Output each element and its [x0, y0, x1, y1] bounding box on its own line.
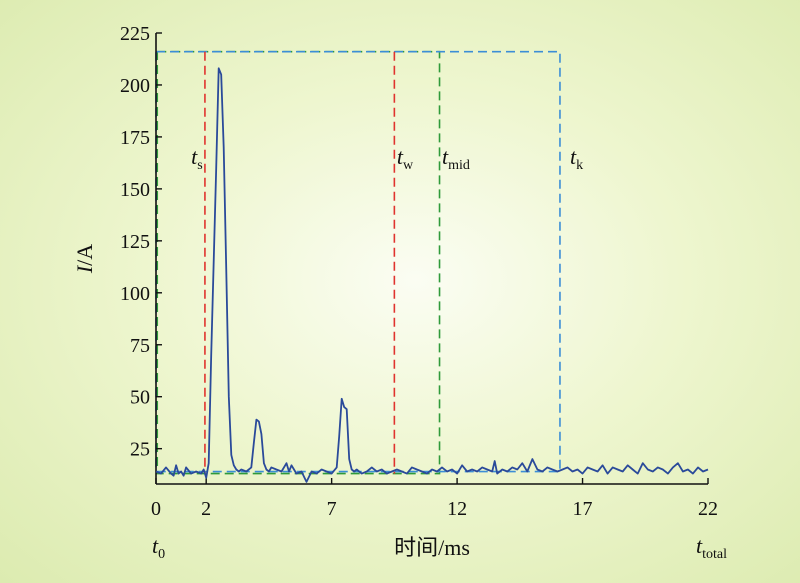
marker-label-t-mid: tmid [442, 144, 470, 173]
x-axis-label: 时间/ms [394, 535, 470, 560]
x-tick-label-12: 12 [447, 498, 467, 520]
x-tick-label-22: 22 [698, 498, 718, 520]
x-tick-label-2: 2 [201, 498, 211, 520]
bottom-label-t-0: t0 [152, 533, 165, 562]
dashed-region-green-0 [156, 50, 441, 475]
y-tick-label-175: 175 [120, 127, 150, 149]
dashed-region-blue-1 [155, 50, 561, 473]
marker-label-t-s: ts [191, 144, 203, 173]
y-tick-label-125: 125 [120, 231, 150, 253]
y-tick-label-150: 150 [120, 179, 150, 201]
marker-label-t-k: tk [570, 144, 583, 173]
y-axis-label: I/A [72, 244, 97, 274]
x-tick-label-7: 7 [327, 498, 337, 520]
marker-label-t-w: tw [397, 144, 414, 173]
y-tick-label-50: 50 [130, 387, 150, 409]
y-tick-label-25: 25 [130, 439, 150, 461]
y-tick-label-200: 200 [120, 75, 150, 97]
bottom-label-t-total: ttotal [696, 533, 727, 562]
y-tick-label-225: 225 [120, 23, 150, 45]
x-tick-label-17: 17 [573, 498, 593, 520]
x-tick-label-0: 0 [151, 498, 161, 520]
y-tick-label-75: 75 [130, 335, 150, 357]
y-tick-label-100: 100 [120, 283, 150, 305]
current-series-line-0 [155, 67, 709, 483]
